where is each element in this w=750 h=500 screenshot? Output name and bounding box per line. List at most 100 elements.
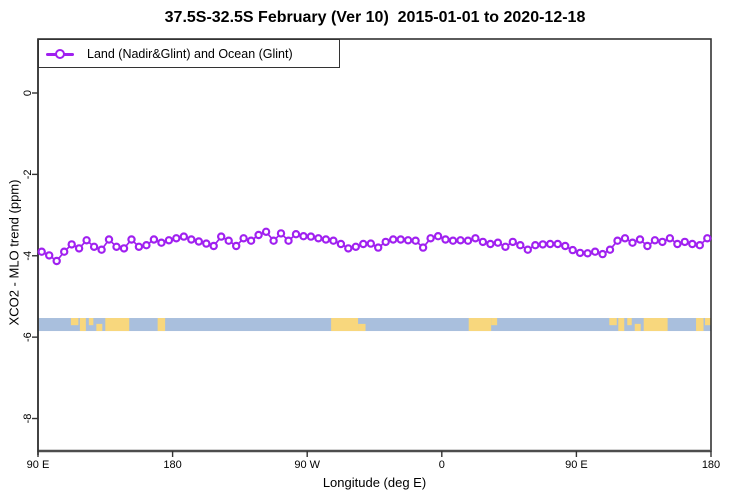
data-point-58 — [471, 234, 480, 243]
data-point-83 — [658, 237, 667, 247]
data-point-27 — [239, 234, 248, 243]
y-tick-label-1: -2 — [22, 169, 34, 179]
y-tick-label-2: -4 — [22, 251, 34, 261]
data-point-50 — [411, 236, 420, 245]
data-point-4 — [67, 240, 76, 249]
data-point-88 — [695, 240, 705, 250]
data-point-47 — [389, 235, 398, 244]
map-strip-land-australia-s1 — [79, 318, 86, 332]
data-point-70 — [561, 241, 570, 251]
data-point-26 — [231, 241, 241, 251]
data-point-1 — [45, 251, 54, 260]
legend-circle-marker-icon — [55, 49, 65, 59]
map-strip-land-australia-s3 — [96, 323, 103, 332]
data-point-30 — [261, 227, 271, 236]
map-strip-land-new-zealand-wrap — [696, 318, 704, 332]
x-tick-label-3: 0 — [439, 459, 445, 471]
map-strip-land-south-america-coast — [358, 323, 366, 332]
map-strip-land-australia-se-wrap — [643, 318, 668, 332]
data-point-10 — [112, 242, 121, 251]
data-point-61 — [493, 238, 503, 247]
y-tick-label-0: 0 — [22, 90, 34, 96]
data-point-87 — [688, 239, 697, 249]
x-tick-label-1: 180 — [163, 459, 181, 471]
data-point-49 — [403, 236, 413, 245]
map-strip-land-south-africa — [468, 318, 492, 332]
data-point-66 — [531, 240, 540, 250]
data-point-22 — [202, 239, 211, 248]
data-point-13 — [134, 242, 144, 251]
data-point-69 — [553, 239, 562, 249]
data-point-35 — [299, 231, 308, 241]
data-point-12 — [127, 235, 136, 244]
data-point-63 — [508, 237, 517, 247]
data-point-54 — [441, 235, 450, 244]
data-point-21 — [194, 237, 203, 246]
data-point-80 — [635, 235, 645, 244]
data-point-74 — [590, 247, 600, 256]
data-point-48 — [396, 235, 405, 244]
data-point-40 — [336, 239, 346, 249]
data-point-65 — [523, 245, 533, 254]
data-point-67 — [538, 240, 548, 249]
data-point-77 — [613, 236, 622, 245]
data-point-23 — [209, 241, 218, 251]
data-point-78 — [620, 234, 630, 243]
data-point-14 — [142, 240, 151, 250]
data-point-33 — [284, 236, 293, 245]
data-point-82 — [650, 236, 660, 245]
map-strip-land-australia-s3-wrap — [634, 323, 641, 332]
data-point-75 — [598, 249, 607, 259]
data-point-31 — [269, 236, 278, 245]
data-point-29 — [254, 230, 263, 240]
data-point-72 — [575, 248, 585, 258]
data-point-25 — [224, 236, 233, 245]
data-point-16 — [157, 238, 166, 247]
map-strip-ocean — [38, 318, 711, 332]
map-strip-land-australia-s1-wrap — [618, 318, 625, 332]
data-point-37 — [314, 234, 323, 243]
data-point-11 — [119, 244, 129, 253]
data-point-84 — [665, 234, 675, 243]
map-strip-land-australia-s2 — [88, 318, 94, 326]
data-point-38 — [321, 235, 331, 244]
data-point-34 — [291, 229, 301, 239]
data-point-55 — [448, 236, 458, 245]
map-strip-land-south-africa-east — [491, 318, 498, 326]
data-point-24 — [216, 232, 226, 241]
x-tick-label-5: 180 — [702, 459, 720, 471]
x-axis-title: Longitude (deg E) — [322, 475, 427, 490]
data-point-6 — [82, 236, 91, 245]
map-strip-land-new-zealand-wrap2 — [705, 318, 711, 326]
data-point-45 — [374, 243, 383, 252]
data-point-59 — [478, 237, 488, 247]
x-tick-label-2: 90 W — [294, 459, 320, 471]
y-tick-label-3: -6 — [22, 332, 34, 342]
data-point-20 — [187, 235, 196, 244]
data-point-57 — [463, 236, 473, 245]
data-point-79 — [628, 238, 637, 247]
legend-label: Land (Nadir&Glint) and Ocean (Glint) — [87, 47, 293, 61]
data-point-68 — [546, 239, 555, 249]
chart-title: 37.5S-32.5S February (Ver 10) 2015-01-01… — [164, 9, 586, 26]
data-point-53 — [433, 231, 443, 241]
data-point-18 — [172, 234, 181, 243]
data-point-64 — [516, 240, 525, 250]
data-point-43 — [359, 239, 368, 249]
y-tick-label-4: -8 — [22, 414, 34, 424]
data-point-71 — [568, 245, 577, 255]
data-point-39 — [329, 236, 338, 245]
data-point-81 — [643, 241, 652, 251]
data-point-41 — [344, 244, 353, 253]
data-point-56 — [456, 236, 465, 245]
data-point-51 — [418, 243, 428, 252]
data-point-73 — [583, 249, 592, 258]
data-point-42 — [351, 242, 360, 251]
data-point-60 — [486, 239, 495, 249]
data-point-89 — [703, 234, 712, 243]
data-point-17 — [164, 236, 174, 245]
data-point-86 — [680, 237, 690, 247]
data-point-0 — [37, 247, 46, 256]
data-point-85 — [673, 239, 682, 249]
